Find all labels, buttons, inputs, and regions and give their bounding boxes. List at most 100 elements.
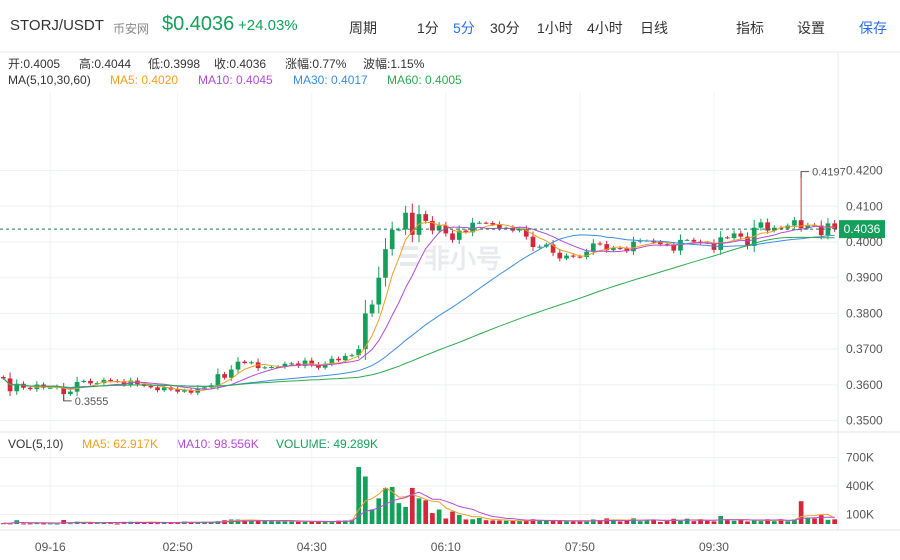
ma5-legend: MA5: 0.4020 — [110, 73, 179, 87]
volume-bar — [228, 519, 234, 524]
watermark: 非小号 — [400, 244, 502, 274]
candle-body — [792, 220, 797, 226]
volume-bar — [725, 520, 730, 524]
volume-bar — [403, 506, 408, 524]
ma60-legend: MA60: 0.4005 — [387, 73, 462, 87]
price-tick-label: 0.3600 — [846, 378, 883, 392]
max-marker — [800, 171, 810, 178]
timeframe-30m-button[interactable]: 30分 — [490, 20, 520, 36]
volume-bar — [825, 519, 831, 524]
candle-body — [604, 244, 610, 251]
volume-bar — [322, 521, 328, 524]
timeframe-1m-button[interactable]: 1分 — [417, 20, 439, 36]
candle-body — [497, 224, 502, 229]
candle-body — [121, 381, 127, 385]
indicators-button[interactable]: 指标 — [736, 20, 764, 36]
current-price-tag — [839, 220, 885, 239]
candle-body — [396, 229, 402, 231]
candle-body — [269, 367, 274, 368]
candle-body — [436, 225, 442, 231]
candle-body — [155, 387, 160, 391]
volume-bars — [1, 467, 837, 525]
volume-bar — [148, 522, 154, 524]
volume-bar — [718, 515, 724, 524]
volume-bar — [664, 520, 670, 524]
candle-body — [114, 380, 120, 382]
save-button[interactable]: 保存 — [859, 20, 887, 36]
volume-bar — [356, 467, 362, 524]
volume-bar — [731, 520, 737, 524]
annotations: 0.4036 0.4197 0.3555 — [0, 167, 885, 408]
ma10-legend: MA10: 0.4045 — [198, 73, 273, 87]
volume-bar — [738, 519, 744, 524]
volume-ma5-line — [3, 487, 835, 524]
volume-bar — [611, 520, 616, 524]
candle-body — [537, 246, 543, 248]
candle-body — [631, 241, 636, 252]
volume-bar — [497, 520, 502, 524]
candle-body — [27, 387, 33, 390]
volume-bar — [517, 520, 522, 524]
ma10-line — [3, 225, 835, 390]
current-price-label: 0.4036 — [844, 222, 881, 236]
timeframe-4h-button[interactable]: 4小时 — [587, 20, 623, 36]
vol-legend-title: VOL(5,10) — [8, 437, 64, 451]
volume-bar — [128, 521, 134, 524]
volume-bar — [604, 518, 610, 524]
period-label: 周期 — [349, 20, 377, 36]
candle-body — [228, 369, 234, 378]
candle-body — [584, 251, 589, 257]
candle-body — [242, 361, 248, 364]
candle-body — [738, 233, 744, 237]
vol-ma10-legend: MA10: 98.556K — [176, 437, 259, 451]
candle-body — [316, 364, 321, 368]
volume-bar — [41, 523, 46, 525]
volume-bar — [269, 521, 274, 524]
volume-bar — [175, 522, 181, 524]
volume-bar — [396, 503, 402, 524]
volume-bar — [363, 476, 368, 524]
candle-body — [94, 383, 100, 385]
volume-bar — [751, 519, 757, 524]
watermark-logo-icon — [400, 246, 418, 250]
volume-tick-label: 700K — [846, 451, 874, 465]
candle-body — [302, 360, 308, 366]
ohlc-open: 开:0.4005 — [8, 57, 61, 71]
candle-body — [349, 355, 355, 357]
volume-bar — [302, 521, 308, 524]
volume-bar — [275, 521, 281, 524]
candle-body — [148, 385, 154, 388]
candle-body — [684, 239, 690, 241]
volume-bar — [617, 521, 623, 524]
candle-body — [798, 220, 804, 229]
candle-body — [517, 229, 522, 231]
candle-body — [483, 222, 489, 224]
candle-body — [698, 241, 703, 243]
time-tick-label: 09-16 — [35, 540, 66, 554]
candle-body — [771, 227, 777, 231]
volume-bar — [282, 521, 288, 524]
candle-body — [503, 227, 509, 229]
candle-body — [624, 248, 630, 252]
candle-body — [128, 380, 134, 385]
candle-body — [470, 222, 475, 233]
timeframe-5m-button[interactable]: 5分 — [453, 20, 475, 36]
volume-bar — [135, 521, 140, 524]
axes: 0.4200 0.4100 0.4000 0.3900 0.3800 0.3700 0.36… — [35, 164, 883, 554]
volume-bar — [785, 521, 791, 524]
candle-body — [409, 212, 415, 235]
candle-body — [758, 222, 764, 228]
ohlc-close: 收:0.4036 — [214, 57, 267, 71]
timeframe-1h-button[interactable]: 1小时 — [537, 20, 573, 36]
volume-bar — [590, 519, 596, 524]
ohlc-change: 涨幅:0.77% — [285, 57, 347, 71]
candle-body — [336, 358, 341, 361]
candle-body — [731, 233, 737, 239]
candle-body — [443, 225, 449, 234]
timeframe-1d-button[interactable]: 日线 — [640, 20, 668, 36]
candle-body — [450, 233, 455, 240]
volume-bar — [94, 522, 100, 524]
candle-body — [530, 236, 536, 247]
volume-bar — [698, 519, 703, 524]
settings-button[interactable]: 设置 — [797, 20, 825, 36]
